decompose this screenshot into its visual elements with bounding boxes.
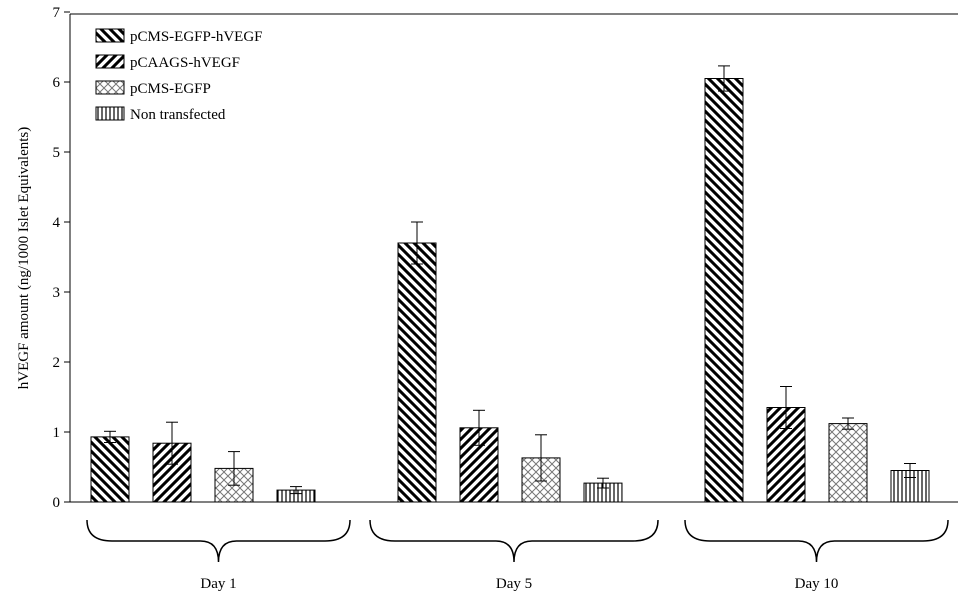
bar xyxy=(90,436,130,503)
y-tick-label: 4 xyxy=(53,215,61,231)
bar xyxy=(828,423,868,503)
legend-swatch xyxy=(95,28,125,43)
legend-label: Non transfected xyxy=(130,107,226,123)
y-axis-label: hVEGF amount (ng/1000 Islet Equivalents) xyxy=(16,127,32,389)
group-brace xyxy=(369,519,659,563)
legend-label: pCAAGS-hVEGF xyxy=(130,55,240,71)
category-label: Day 5 xyxy=(496,576,532,592)
y-tick-label: 2 xyxy=(53,355,61,371)
legend-swatch xyxy=(95,54,125,69)
y-tick-label: 3 xyxy=(53,285,61,301)
bar xyxy=(397,242,437,503)
legend-item: pCAAGS-hVEGF xyxy=(95,54,240,71)
legend-item: pCMS-EGFP-hVEGF xyxy=(95,28,263,45)
legend: pCMS-EGFP-hVEGF pCAAGS-hVEGF pCMS-EGFP N… xyxy=(95,28,263,123)
legend-swatch xyxy=(95,80,125,95)
legend-label: pCMS-EGFP-hVEGF xyxy=(130,29,263,45)
legend-item: pCMS-EGFP xyxy=(95,80,211,97)
legend-swatch xyxy=(95,106,125,121)
bar xyxy=(704,78,744,503)
y-tick-label: 1 xyxy=(53,425,61,441)
category-label: Day 10 xyxy=(795,576,839,592)
y-tick-label: 5 xyxy=(53,145,61,161)
group-brace xyxy=(86,519,351,563)
legend-label: pCMS-EGFP xyxy=(130,81,211,97)
legend-item: Non transfected xyxy=(95,106,226,123)
y-tick-label: 7 xyxy=(53,5,61,21)
group-braces: Day 1 Day 5 Day 10 xyxy=(86,519,949,592)
bars-group xyxy=(90,65,930,503)
y-tick-label: 6 xyxy=(53,75,61,91)
y-axis-ticks: 0 1 2 3 4 5 6 7 xyxy=(53,5,70,511)
group-brace xyxy=(684,519,949,563)
y-tick-label: 0 xyxy=(53,495,61,511)
category-label: Day 1 xyxy=(200,576,236,592)
